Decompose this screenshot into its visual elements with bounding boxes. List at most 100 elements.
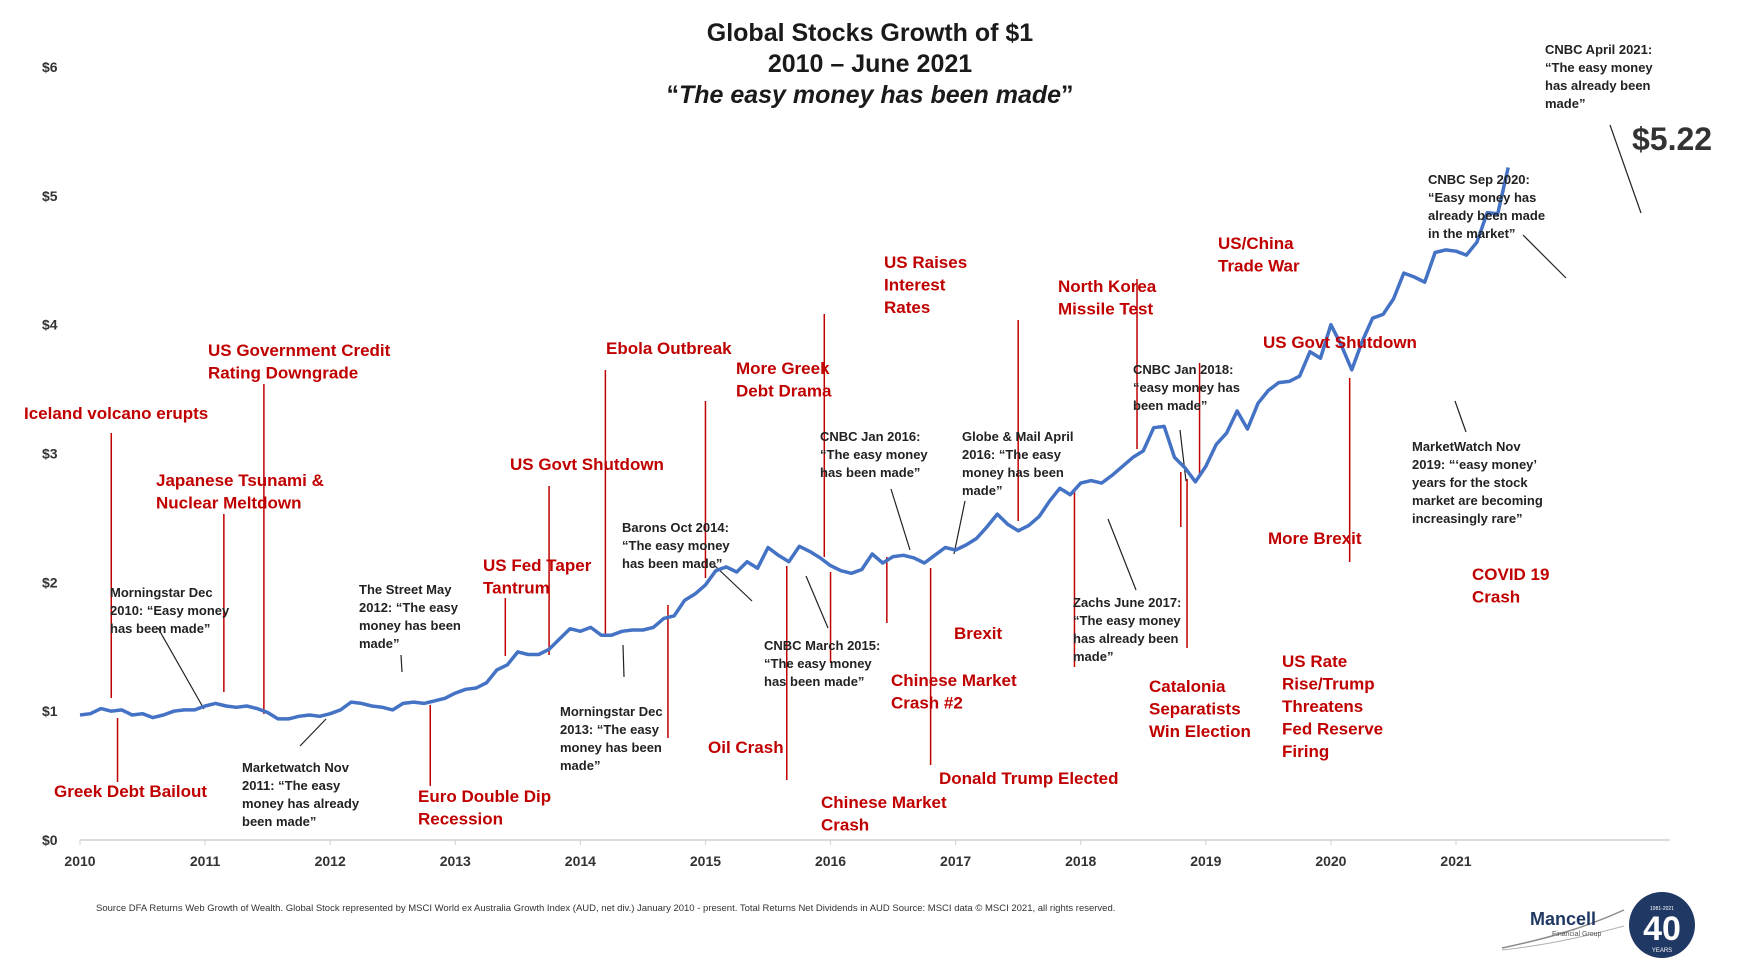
quote-annotation-line: CNBC Sep 2020: bbox=[1428, 172, 1530, 187]
quote-annotation-leader bbox=[953, 500, 966, 555]
x-tick-label: 2018 bbox=[1065, 853, 1096, 869]
red-annotation-line: Recession bbox=[418, 810, 503, 829]
quote-annotation: CNBC Jan 2016: “The easy money has been ma… bbox=[820, 429, 928, 480]
title-line-3: “The easy money has been made” bbox=[500, 80, 1240, 111]
red-annotation-line: US Government Credit bbox=[208, 341, 391, 360]
quote-annotation-line: market are becoming bbox=[1412, 493, 1543, 508]
red-annotation-line: More Brexit bbox=[1268, 529, 1362, 548]
y-tick-label: $0 bbox=[42, 832, 58, 848]
quote-annotation-line: has been made” bbox=[622, 556, 722, 571]
quote-annotation-line: “The easy money bbox=[1073, 613, 1181, 628]
quote-annotation-leader bbox=[713, 564, 753, 602]
red-annotation-line: Euro Double Dip bbox=[418, 787, 551, 806]
quote-annotation-line: been made” bbox=[242, 814, 316, 829]
quote-annotation-line: Globe & Mail April bbox=[962, 429, 1073, 444]
quote-annotation-line: been made” bbox=[1133, 398, 1207, 413]
red-annotation: US Govt Shutdown bbox=[510, 455, 664, 474]
quote-annotation-line: MarketWatch Nov bbox=[1412, 439, 1521, 454]
red-annotation: North Korea Missile Test bbox=[1058, 277, 1157, 319]
red-annotation-line: Threatens bbox=[1282, 697, 1363, 716]
red-annotation-line: Tantrum bbox=[483, 579, 550, 598]
y-tick-label: $1 bbox=[42, 703, 58, 719]
quote-annotation-line: years for the stock bbox=[1412, 475, 1528, 490]
quote-annotation-leader bbox=[157, 627, 205, 710]
quote-annotation-line: in the market” bbox=[1428, 226, 1515, 241]
quote-annotation-line: “The easy money bbox=[764, 656, 872, 671]
quote-annotation-line: made” bbox=[560, 758, 600, 773]
red-annotation: Chinese Market Crash #2 bbox=[891, 671, 1017, 713]
red-annotation: More Brexit bbox=[1268, 529, 1362, 548]
quote-annotation-leader bbox=[1609, 124, 1642, 214]
quote-annotation-line: money has already bbox=[242, 796, 360, 811]
y-tick-label: $4 bbox=[42, 317, 58, 333]
red-annotation: Japanese Tsunami & Nuclear Meltdown bbox=[156, 471, 324, 513]
quote-annotation-line: 2011: “The easy bbox=[242, 778, 341, 793]
logo-sub: Financial Group bbox=[1552, 931, 1602, 938]
red-annotation-line: Nuclear Meltdown bbox=[156, 494, 301, 513]
red-annotation-line: Firing bbox=[1282, 742, 1329, 761]
quote-annotation: CNBC April 2021: “The easy money has alrea… bbox=[1545, 42, 1653, 111]
quote-annotation-line: Morningstar Dec bbox=[560, 704, 663, 719]
red-annotation-line: Crash bbox=[1472, 588, 1520, 607]
quote-annotation-line: The Street May bbox=[359, 582, 452, 597]
quote-annotation-leader bbox=[890, 488, 911, 551]
red-annotation-line: Rates bbox=[884, 298, 930, 317]
quote-annotation-line: money has been bbox=[560, 740, 662, 755]
title-line-2: 2010 – June 2021 bbox=[767, 50, 973, 78]
red-annotation-line: Debt Drama bbox=[736, 382, 832, 401]
quote-annotation-line: increasingly rare” bbox=[1412, 511, 1523, 526]
mancell-logo: Mancell Financial Group 1981-2021 40 YEA… bbox=[1501, 892, 1695, 958]
red-annotation-line: Separatists bbox=[1149, 700, 1241, 719]
badge-top: 1981-2021 bbox=[1650, 906, 1674, 912]
quote-annotation-line: “easy money has bbox=[1133, 380, 1240, 395]
red-annotation-line: Donald Trump Elected bbox=[939, 769, 1118, 788]
quote-annotation-line: has been made” bbox=[764, 674, 864, 689]
quote-annotation-line: Barons Oct 2014: bbox=[622, 520, 729, 535]
badge-years: YEARS bbox=[1652, 948, 1672, 954]
x-tick-label: 2014 bbox=[565, 853, 596, 869]
x-tick-label: 2021 bbox=[1440, 853, 1471, 869]
red-annotation: Catalonia Separatists Win Election bbox=[1149, 677, 1251, 741]
quote-annotation-line: 2012: “The easy bbox=[359, 600, 459, 615]
red-annotation-line: US Raises bbox=[884, 253, 967, 272]
quote-annotation-line: made” bbox=[1545, 96, 1585, 111]
y-tick-label: $3 bbox=[42, 446, 58, 462]
quote-annotation-leader bbox=[622, 644, 625, 678]
quote-annotation: CNBC March 2015: “The easy money has been … bbox=[764, 638, 880, 689]
chart-axes: $0 $1 $2 $3 $4 $5 $6 2010 2011 2012 2013 2014 2015 20… bbox=[42, 59, 1670, 869]
red-annotation-line: Rise/Trump bbox=[1282, 675, 1375, 694]
quote-annotation-leader bbox=[400, 654, 403, 673]
quote-annotation-leader bbox=[805, 575, 829, 629]
red-annotation: Ebola Outbreak bbox=[606, 339, 732, 358]
y-tick-label: $6 bbox=[42, 59, 58, 75]
quote-annotation-line: 2013: “The easy bbox=[560, 722, 660, 737]
red-annotation: COVID 19 Crash bbox=[1472, 565, 1549, 607]
quote-annotation-line: has already been bbox=[1073, 631, 1179, 646]
x-tick-label: 2019 bbox=[1190, 853, 1221, 869]
x-tick-label: 2015 bbox=[690, 853, 721, 869]
red-annotation-line: US Govt Shutdown bbox=[1263, 333, 1417, 352]
red-annotation-line: Greek Debt Bailout bbox=[54, 782, 207, 801]
quote-annotation-line: money has been bbox=[962, 465, 1064, 480]
red-annotation: US Government Credit Rating Downgrade bbox=[208, 341, 391, 383]
red-annotation-line: Win Election bbox=[1149, 722, 1251, 741]
quote-annotation-line: Zachs June 2017: bbox=[1073, 595, 1181, 610]
chart-title: Global Stocks Growth of $1 2010 – June 2… bbox=[500, 18, 1240, 111]
red-annotation-line: North Korea bbox=[1058, 277, 1157, 296]
quote-annotation: Marketwatch Nov 2011: “The easy money has … bbox=[242, 760, 360, 829]
red-annotation: Greek Debt Bailout bbox=[54, 782, 207, 801]
quote-annotation-line: already been made bbox=[1428, 208, 1545, 223]
quote-annotation-line: made” bbox=[1073, 649, 1113, 664]
quote-annotation-line: has been made” bbox=[110, 621, 210, 636]
red-annotation-line: Iceland volcano erupts bbox=[24, 404, 208, 423]
quote-annotation: CNBC Sep 2020: “Easy money has already bee… bbox=[1428, 172, 1545, 241]
red-annotation: Oil Crash bbox=[708, 738, 784, 757]
red-annotation: US Fed Taper Tantrum bbox=[483, 556, 592, 598]
x-tick-label: 2017 bbox=[940, 853, 971, 869]
red-annotation: Donald Trump Elected bbox=[939, 769, 1118, 788]
quote-annotation-line: 2016: “The easy bbox=[962, 447, 1062, 462]
quote-annotation: CNBC Jan 2018: “easy money has been made” bbox=[1133, 362, 1240, 413]
red-annotation: Chinese Market Crash bbox=[821, 793, 947, 835]
annotation-labels: Iceland volcano erupts Greek Debt Bailout… bbox=[24, 42, 1653, 835]
quote-annotation-line: made” bbox=[962, 483, 1002, 498]
